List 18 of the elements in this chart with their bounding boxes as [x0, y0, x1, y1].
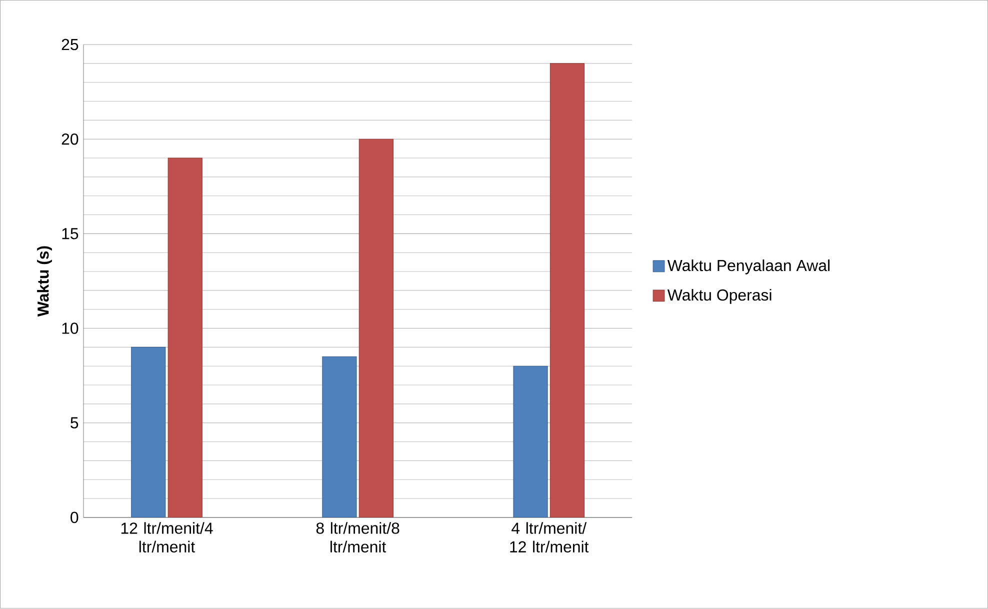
y-tick-label: 5	[70, 418, 78, 429]
bar	[358, 139, 394, 518]
bar	[550, 63, 585, 518]
x-tick-label: 12 ltr/menit/4 ltr/menit	[121, 522, 213, 553]
y-tick-label: 0	[70, 512, 78, 524]
legend-label: Waktu Operasi	[667, 289, 772, 304]
y-tick-label: 20	[62, 134, 78, 145]
x-tick-label: 4 ltr/menit/ 12 ltr/menit	[510, 522, 589, 553]
bar	[513, 366, 548, 518]
y-tick-label: 10	[62, 322, 78, 334]
bar	[131, 347, 166, 518]
y-tick-label: 25	[62, 39, 78, 50]
y-axis-title: Waktu (s)	[37, 246, 52, 317]
legend-label: Waktu Penyalaan Awal	[667, 260, 830, 275]
y-tick-label: 15	[62, 228, 78, 240]
x-tick-label: 8 ltr/menit/8 ltr/menit	[316, 522, 400, 553]
bar	[322, 356, 357, 518]
bar	[168, 158, 202, 518]
